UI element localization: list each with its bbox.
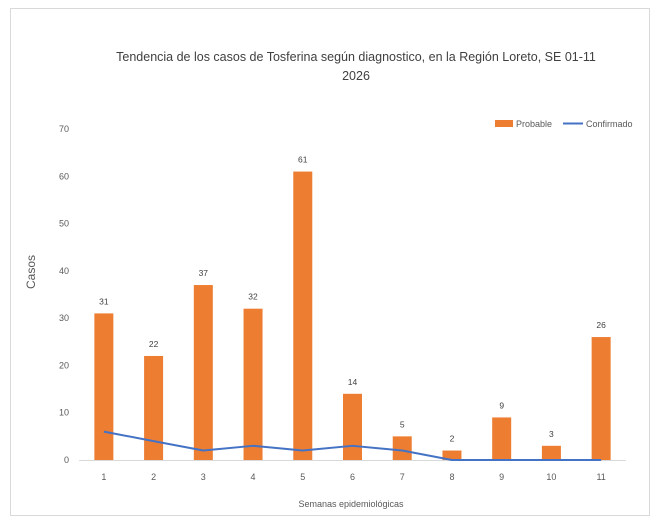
bar-probable-week-8 <box>442 450 462 460</box>
y-tick-label-60: 60 <box>59 171 69 181</box>
data-label-week-10: 3 <box>549 429 554 439</box>
x-tick-label-10: 10 <box>546 472 556 482</box>
data-label-week-11: 26 <box>596 320 606 330</box>
bar-probable-week-9 <box>492 417 512 460</box>
x-tick-label-11: 11 <box>596 472 605 482</box>
x-tick-labels: 1 2 3 4 5 6 7 8 9 10 11 <box>101 472 605 482</box>
legend-label-confirmado: Confirmado <box>586 119 633 129</box>
data-label-week-7: 5 <box>400 419 405 429</box>
x-tick-label-2: 2 <box>151 472 156 482</box>
x-tick-label-1: 1 <box>101 472 106 482</box>
legend-label-probable: Probable <box>516 119 552 129</box>
x-tick-label-4: 4 <box>251 472 256 482</box>
bar-probable-week-11 <box>591 337 611 460</box>
legend-swatch-probable <box>495 120 513 127</box>
bar-probable-week-2 <box>144 355 164 460</box>
y-tick-labels: 0 10 20 30 40 50 60 70 <box>59 124 69 465</box>
x-tick-label-6: 6 <box>350 472 355 482</box>
x-tick-label-3: 3 <box>201 472 206 482</box>
chart-svg: Tendencia de los casos de Tosferina segú… <box>24 50 633 509</box>
data-label-week-5: 61 <box>298 155 308 165</box>
data-label-week-3: 37 <box>199 268 209 278</box>
chart-title-line2: 2026 <box>342 69 370 83</box>
bar-probable-week-10 <box>541 445 561 460</box>
series-line-confirmado <box>103 430 602 461</box>
y-tick-label-0: 0 <box>64 455 69 465</box>
y-tick-label-10: 10 <box>59 408 69 418</box>
bar-probable-week-4 <box>243 308 263 460</box>
x-tick-label-5: 5 <box>300 472 305 482</box>
legend: Probable Confirmado <box>495 119 633 129</box>
y-axis-title: Casos <box>24 255 38 289</box>
data-label-week-1: 31 <box>99 296 109 306</box>
x-tick-label-9: 9 <box>499 472 504 482</box>
bar-probable-week-1 <box>94 313 114 460</box>
data-label-week-6: 14 <box>348 377 358 387</box>
y-tick-label-70: 70 <box>59 124 69 134</box>
chart-frame: Tendencia de los casos de Tosferina segú… <box>10 8 650 516</box>
bars <box>94 171 611 461</box>
x-axis-title: Semanas epidemiológicas <box>298 499 404 509</box>
data-labels: 31 22 37 32 61 14 5 2 9 3 26 <box>99 155 606 444</box>
y-tick-label-40: 40 <box>59 266 69 276</box>
data-label-week-2: 22 <box>149 339 159 349</box>
y-tick-label-30: 30 <box>59 313 69 323</box>
data-label-week-9: 9 <box>499 400 504 410</box>
bar-probable-week-7 <box>392 436 412 460</box>
x-tick-label-7: 7 <box>400 472 405 482</box>
x-tick-label-8: 8 <box>449 472 454 482</box>
y-tick-label-50: 50 <box>59 219 69 229</box>
data-label-week-4: 32 <box>248 292 258 302</box>
data-label-week-8: 2 <box>450 434 455 444</box>
chart-title-line1: Tendencia de los casos de Tosferina segú… <box>116 50 596 64</box>
bar-probable-week-6 <box>343 393 362 460</box>
y-tick-label-20: 20 <box>59 360 69 370</box>
bar-probable-week-5 <box>293 171 313 461</box>
bar-probable-week-3 <box>193 285 213 460</box>
